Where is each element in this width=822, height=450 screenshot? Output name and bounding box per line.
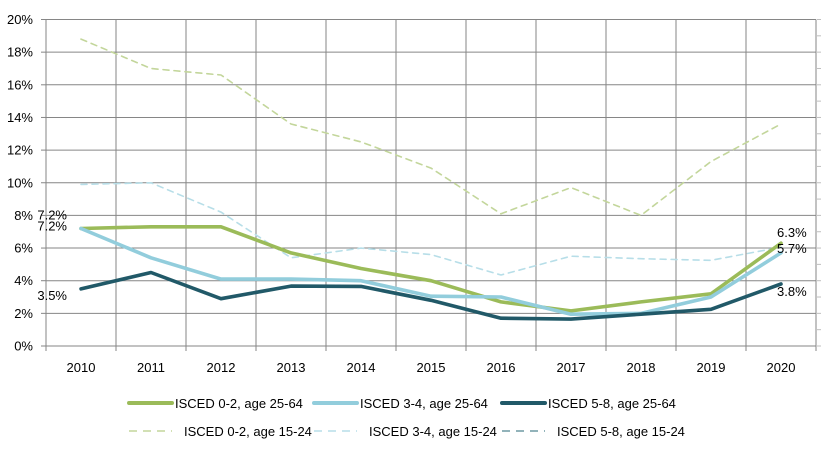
data-label: 5.7% bbox=[777, 241, 807, 256]
legend-label: ISCED 5-8, age 25-64 bbox=[548, 396, 676, 411]
series-lines bbox=[79, 38, 783, 321]
data-labels: 7.2% 6.3% 7.2% 5.7% 3.5% 3.8% bbox=[37, 207, 807, 302]
x-axis: 2010 2011 2012 2013 2014 2015 2016 2017 2018 2019… bbox=[67, 360, 796, 375]
legend-label: ISCED 0-2, age 25-64 bbox=[175, 396, 303, 411]
x-tick-label: 2019 bbox=[697, 360, 726, 375]
x-tick-label: 2016 bbox=[487, 360, 516, 375]
legend-item[interactable]: ISCED 3-4, age 15-24 bbox=[314, 424, 497, 439]
legend-label: ISCED 3-4, age 25-64 bbox=[360, 396, 488, 411]
data-label: 7.2% bbox=[37, 218, 67, 233]
x-tick-label: 2013 bbox=[277, 360, 306, 375]
y-tick-label: 12% bbox=[7, 143, 33, 158]
legend-item[interactable]: ISCED 5-8, age 15-24 bbox=[502, 424, 685, 439]
y-tick-label: 16% bbox=[7, 77, 33, 92]
x-tick-label: 2012 bbox=[207, 360, 236, 375]
legend-item[interactable]: ISCED 3-4, age 25-64 bbox=[312, 396, 488, 411]
legend-item[interactable]: ISCED 5-8, age 25-64 bbox=[500, 396, 676, 411]
y-tick-label: 10% bbox=[7, 175, 33, 190]
y-tick-label: 20% bbox=[7, 12, 33, 27]
legend-label: ISCED 0-2, age 15-24 bbox=[184, 424, 312, 439]
x-tick-label: 2014 bbox=[347, 360, 376, 375]
data-label: 3.5% bbox=[37, 288, 67, 303]
y-axis: 0% 2% 4% 6% 8% 10% 12% 14% 16% 18% 20% bbox=[7, 12, 821, 354]
x-tick-label: 2011 bbox=[137, 360, 165, 375]
x-tick-label: 2015 bbox=[417, 360, 446, 375]
legend: ISCED 0-2, age 25-64 ISCED 3-4, age 25-64… bbox=[127, 396, 685, 439]
data-label: 3.8% bbox=[777, 284, 807, 299]
y-tick-label: 2% bbox=[14, 306, 33, 321]
x-tick-label: 2010 bbox=[67, 360, 96, 375]
data-label: 7.2% bbox=[37, 207, 67, 222]
x-tick-label: 2017 bbox=[557, 360, 586, 375]
legend-label: ISCED 5-8, age 15-24 bbox=[557, 424, 685, 439]
legend-item[interactable]: ISCED 0-2, age 25-64 bbox=[127, 396, 303, 411]
legend-item[interactable]: ISCED 0-2, age 15-24 bbox=[129, 424, 312, 439]
series-line-isced-3-4-age-15-24 bbox=[80, 182, 782, 276]
y-tick-label: 6% bbox=[14, 241, 33, 256]
y-tick-label: 0% bbox=[14, 339, 33, 354]
series-line-isced-0-2-age-15-24 bbox=[80, 38, 782, 217]
y-tick-label: 18% bbox=[7, 45, 33, 60]
y-tick-label: 4% bbox=[14, 273, 33, 288]
data-label: 6.3% bbox=[777, 225, 807, 240]
gridlines bbox=[45, 19, 817, 351]
legend-label: ISCED 3-4, age 15-24 bbox=[369, 424, 497, 439]
x-tick-label: 2018 bbox=[627, 360, 656, 375]
y-tick-label: 14% bbox=[7, 110, 33, 125]
x-tick-label: 2020 bbox=[767, 360, 796, 375]
y-tick-label: 8% bbox=[14, 208, 33, 223]
